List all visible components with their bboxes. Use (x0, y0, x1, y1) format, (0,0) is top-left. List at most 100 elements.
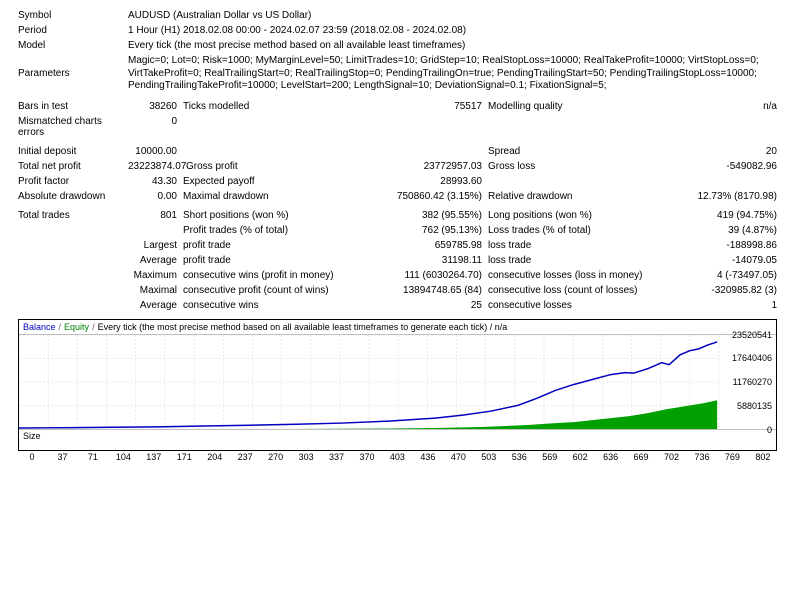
label-maximum: Maximum (128, 270, 183, 281)
value-longpos: 419 (94.75%) (648, 210, 777, 221)
sep-icon: / (92, 322, 95, 332)
value-bars: 38260 (128, 101, 183, 112)
x-tick: 403 (385, 452, 409, 462)
label-period: Period (18, 25, 128, 36)
value-modelq: n/a (648, 101, 777, 112)
value-maxdrawdown: 750860.42 (3.15%) (363, 191, 488, 202)
value-mismatched: 0 (128, 116, 183, 127)
y-axis: 23520541176404061176027058801350 (722, 335, 774, 429)
label-largest: Largest (128, 240, 183, 251)
x-tick: 303 (294, 452, 318, 462)
row-deposit: Initial deposit 10000.00 Spread 20 (18, 144, 777, 159)
x-tick: 769 (720, 452, 744, 462)
value-shortpos: 382 (95.55%) (363, 210, 488, 221)
label-grossloss: Gross loss (488, 161, 648, 172)
strategy-report: Symbol AUDUSD (Australian Dollar vs US D… (18, 8, 777, 462)
value-profitfactor: 43.30 (128, 176, 183, 187)
x-tick: 602 (568, 452, 592, 462)
equity-chart: Balance / Equity / Every tick (the most … (18, 319, 777, 451)
label-mismatched: Mismatched charts errors (18, 116, 128, 138)
label-avglosstrade: loss trade (488, 255, 648, 266)
label-profittrades: Profit trades (% of total) (183, 225, 363, 236)
label-losstrades: Loss trades (% of total) (488, 225, 648, 236)
label-avgprofittrade: profit trade (183, 255, 363, 266)
x-axis: 0377110413717120423727030333737040343647… (18, 451, 777, 462)
label-largestloss: loss trade (488, 240, 648, 251)
row-bars-ticks: Bars in test 38260 Ticks modelled 75517 … (18, 99, 777, 114)
label-avgconslosses: consecutive losses (488, 300, 648, 311)
size-bar: Size (19, 430, 776, 450)
size-label: Size (23, 431, 41, 441)
row-mismatched: Mismatched charts errors 0 (18, 114, 777, 140)
x-tick: 137 (142, 452, 166, 462)
value-avgconswins: 25 (363, 300, 488, 311)
legend-equity: Equity (64, 322, 89, 332)
row-netprofit: Total net profit 23223874.07 Gross profi… (18, 159, 777, 174)
value-maximalconsloss: -320985.82 (3) (648, 285, 777, 296)
row-maximalcons: Maximal consecutive profit (count of win… (18, 283, 777, 298)
x-tick: 636 (599, 452, 623, 462)
label-grossprofit: Gross profit (186, 161, 363, 172)
x-tick: 536 (507, 452, 531, 462)
row-profitfactor: Profit factor 43.30 Expected payoff 2899… (18, 174, 777, 189)
x-tick: 237 (233, 452, 257, 462)
label-ticks: Ticks modelled (183, 101, 363, 112)
chart-area: 23520541176404061176027058801350 (19, 335, 776, 430)
row-period: Period 1 Hour (H1) 2018.02.08 00:00 - 20… (18, 23, 777, 38)
value-reldrawdown: 12.73% (8170.98) (648, 191, 777, 202)
chart-note: Every tick (the most precise method base… (98, 322, 508, 332)
x-tick: 470 (446, 452, 470, 462)
value-absdrawdown: 0.00 (128, 191, 183, 202)
label-avgconswins: consecutive wins (183, 300, 363, 311)
value-model: Every tick (the most precise method base… (128, 40, 777, 51)
x-tick: 37 (50, 452, 74, 462)
x-tick: 270 (264, 452, 288, 462)
y-tick: 5880135 (737, 401, 772, 411)
value-maxconslosses: 4 (-73497.05) (648, 270, 777, 281)
value-expectedpayoff: 28993.60 (363, 176, 488, 187)
value-totaltrades: 801 (128, 210, 183, 221)
row-largest: Largest profit trade 659785.98 loss trad… (18, 238, 777, 253)
value-deposit: 10000.00 (128, 146, 183, 157)
sep-icon: / (59, 322, 62, 332)
x-tick: 802 (751, 452, 775, 462)
label-maximalconsloss: consecutive loss (count of losses) (488, 285, 648, 296)
value-largestloss: -188998.86 (648, 240, 777, 251)
value-parameters: Magic=0; Lot=0; Risk=1000; MyMarginLevel… (128, 55, 777, 93)
value-largestprofit: 659785.98 (363, 240, 488, 251)
value-period: 1 Hour (H1) 2018.02.08 00:00 - 2024.02.0… (128, 25, 777, 36)
x-tick: 0 (20, 452, 44, 462)
x-tick: 702 (660, 452, 684, 462)
label-expectedpayoff: Expected payoff (183, 176, 363, 187)
y-tick: 17640406 (732, 353, 772, 363)
label-maximal: Maximal (128, 285, 183, 296)
y-tick: 11760270 (733, 377, 772, 387)
label-model: Model (18, 40, 128, 51)
row-trades: Total trades 801 Short positions (won %)… (18, 208, 777, 223)
x-tick: 503 (477, 452, 501, 462)
label-absdrawdown: Absolute drawdown (18, 191, 128, 202)
label-bars: Bars in test (18, 101, 128, 112)
value-grossloss: -549082.96 (648, 161, 777, 172)
value-avglosstrade: -14079.05 (648, 255, 777, 266)
label-reldrawdown: Relative drawdown (488, 191, 648, 202)
label-avg2: Average (128, 300, 183, 311)
label-maxdrawdown: Maximal drawdown (183, 191, 363, 202)
label-modelq: Modelling quality (488, 101, 648, 112)
row-symbol: Symbol AUDUSD (Australian Dollar vs US D… (18, 8, 777, 23)
row-avgcons: Average consecutive wins 25 consecutive … (18, 298, 777, 313)
value-avgconslosses: 1 (648, 300, 777, 311)
value-profittrades: 762 (95.13%) (363, 225, 488, 236)
x-tick: 171 (172, 452, 196, 462)
value-grossprofit: 23772957.03 (363, 161, 488, 172)
row-drawdown: Absolute drawdown 0.00 Maximal drawdown … (18, 189, 777, 204)
value-ticks: 75517 (363, 101, 488, 112)
label-profitfactor: Profit factor (18, 176, 128, 187)
x-tick: 736 (690, 452, 714, 462)
row-maxcons: Maximum consecutive wins (profit in mone… (18, 268, 777, 283)
x-tick: 337 (325, 452, 349, 462)
row-model: Model Every tick (the most precise metho… (18, 38, 777, 53)
row-parameters: Parameters Magic=0; Lot=0; Risk=1000; My… (18, 53, 777, 95)
label-avg1: Average (128, 255, 183, 266)
legend-balance: Balance (23, 322, 56, 332)
